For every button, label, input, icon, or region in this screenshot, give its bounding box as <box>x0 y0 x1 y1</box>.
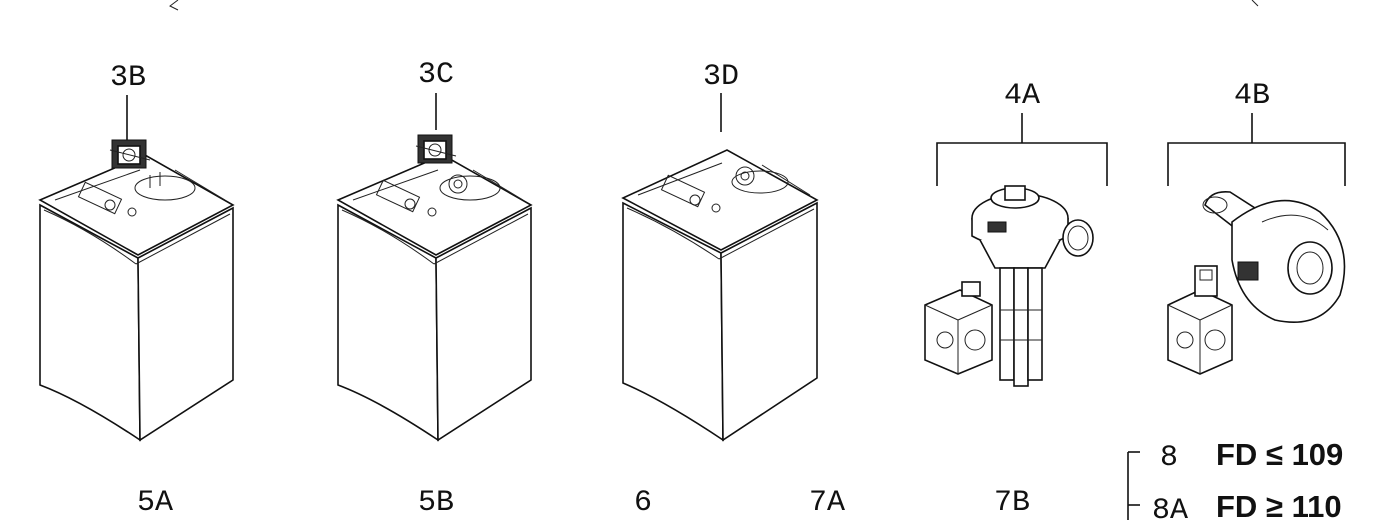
boiler-unit-3d <box>621 93 819 442</box>
legend-code-8: 8 <box>1160 441 1178 475</box>
burner-assembly-4a <box>924 185 1094 387</box>
corner-fragment-left <box>169 0 179 11</box>
legend-bracket <box>1127 451 1140 520</box>
callout-3c: 3C <box>418 58 454 92</box>
callout-4b: 4B <box>1234 79 1270 113</box>
corner-fragment-right <box>1251 0 1259 7</box>
label-7a: 7A <box>809 486 845 520</box>
boiler-unit-3b <box>38 95 235 442</box>
label-6: 6 <box>634 486 652 520</box>
label-5b: 5B <box>418 486 454 520</box>
legend-code-8a: 8A <box>1152 494 1188 520</box>
legend-text-fd-ge-110: FD ≥ 110 <box>1216 489 1342 520</box>
callout-3d: 3D <box>703 60 739 94</box>
fan-assembly-4b <box>1167 190 1346 375</box>
callout-3b: 3B <box>110 61 146 95</box>
label-5a: 5A <box>137 486 173 520</box>
legend-text-fd-le-109: FD ≤ 109 <box>1216 437 1343 472</box>
bracket-4a <box>936 113 1108 186</box>
callout-4a: 4A <box>1004 79 1040 113</box>
label-7b: 7B <box>994 486 1030 520</box>
bracket-4b <box>1167 113 1346 186</box>
boiler-unit-3c <box>336 93 533 442</box>
